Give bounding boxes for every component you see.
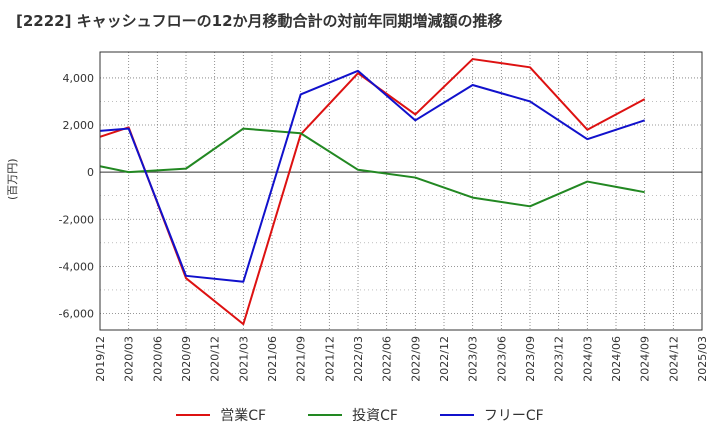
x-tick-label: 2023/03 xyxy=(467,336,480,382)
y-tick-label: -4,000 xyxy=(59,260,94,273)
plot-frame xyxy=(99,51,703,331)
series-lines xyxy=(99,58,646,326)
legend-item: 営業CF xyxy=(176,405,266,425)
x-tick-label: 2020/06 xyxy=(151,336,164,382)
legend-label: 営業CF xyxy=(220,408,267,424)
x-tick-label: 2021/09 xyxy=(295,336,308,382)
x-tick-label: 2023/06 xyxy=(495,336,508,382)
y-tick-labels: 4,000 2,000 0 -2,000 -4,000 -6,000 xyxy=(59,72,94,321)
x-tick-label: 2023/09 xyxy=(524,336,537,382)
legend: 営業CF 投資CF フリーCF xyxy=(0,402,720,428)
series-line xyxy=(99,69,645,283)
x-tick-label: 2024/09 xyxy=(639,336,652,382)
x-tick-label: 2024/03 xyxy=(581,336,594,382)
chart-title: [2222] キャッシュフローの12か月移動合計の対前年同期増減額の推移 xyxy=(16,12,503,30)
x-tick-label: 2025/03 xyxy=(696,336,709,382)
x-tick-label: 2022/09 xyxy=(409,336,422,382)
x-tick-label: 2024/06 xyxy=(610,336,623,382)
x-tick-label: 2024/12 xyxy=(667,336,680,382)
y-tick-label: 0 xyxy=(87,166,94,179)
series-line xyxy=(99,127,645,208)
x-tick-labels: 2019/12 2020/03 2020/06 2020/09 2020/12 2021/… xyxy=(94,336,709,382)
legend-swatch xyxy=(439,414,474,416)
x-tick-label: 2023/12 xyxy=(553,336,566,382)
legend-item: フリーCF xyxy=(439,405,544,425)
x-tick-label: 2019/12 xyxy=(94,336,107,382)
legend-swatch xyxy=(308,414,343,416)
x-tick-label: 2022/06 xyxy=(381,336,394,382)
legend-swatch xyxy=(176,414,211,416)
y-tick-label: 2,000 xyxy=(63,119,95,132)
y-tick-label: 4,000 xyxy=(63,72,95,85)
x-tick-label: 2021/12 xyxy=(323,336,336,382)
x-tick-label: 2020/12 xyxy=(209,336,222,382)
y-tick-label: -2,000 xyxy=(59,213,94,226)
legend-label: フリーCF xyxy=(483,408,544,424)
x-tick-label: 2020/03 xyxy=(123,336,136,382)
x-tick-label: 2021/03 xyxy=(237,336,250,382)
legend-label: 投資CF xyxy=(352,408,398,424)
x-tick-label: 2021/06 xyxy=(266,336,279,382)
grid-lines xyxy=(100,52,702,330)
legend-item: 投資CF xyxy=(308,405,398,425)
x-tick-label: 2022/12 xyxy=(438,336,451,382)
x-tick-label: 2020/09 xyxy=(180,336,193,382)
x-tick-label: 2022/03 xyxy=(352,336,365,382)
y-tick-label: -6,000 xyxy=(59,308,94,321)
